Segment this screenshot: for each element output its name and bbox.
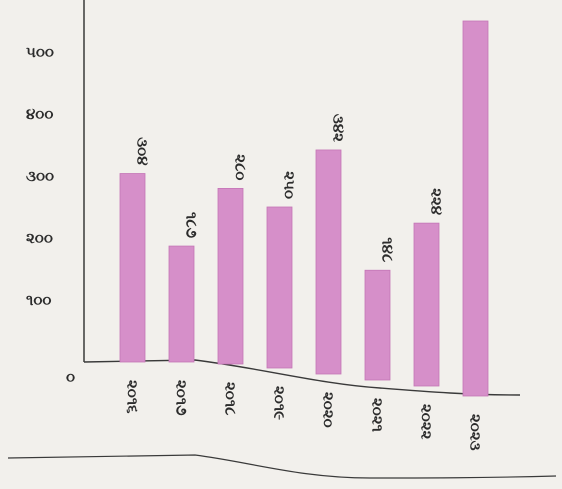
x-tick-label: ૨૦૨૨ <box>418 404 436 440</box>
bar-2 <box>217 187 244 365</box>
bar-value-label: ૨૮૦ <box>232 154 250 180</box>
bar-7 <box>462 20 489 397</box>
bar-value-label: ૩૪૨ <box>330 114 348 142</box>
bars <box>119 20 489 397</box>
bar-value-label: ૨૨૪ <box>428 188 446 215</box>
x-tick-label: ૨૦૧૭ <box>173 380 191 416</box>
y-tick-label: ૧૦૦ <box>26 291 51 309</box>
bar-value-label: ૧૮૭ <box>183 212 201 239</box>
bar-value-label: ૩૦૪ <box>134 137 152 165</box>
x-tick-label: ૨૦૧૬ <box>124 380 142 414</box>
y-tick-label: ૪૦૦ <box>26 105 53 123</box>
x-tick-labels: ૨૦૧૬ ૨૦૧૭ ૨૦૧૮ ૨૦૧૯ ૨૦૨૦ ૨૦૨૧ ૨૦૨૨ ૨૦૨૩ <box>124 380 485 451</box>
bar-4 <box>315 149 342 375</box>
y-tick-label: ૨૦૦ <box>26 229 53 247</box>
y-tick-label: ૫૦૦ <box>26 43 54 61</box>
y-tick-label: ૩૦૦ <box>26 167 54 185</box>
bar-6 <box>413 222 440 387</box>
x-tick-label: ૨૦૧૯ <box>271 386 289 420</box>
bar-5 <box>364 269 391 381</box>
x-tick-label: ૨૦૨૧ <box>369 398 387 433</box>
bar-value-label: ૧૪૮ <box>379 237 397 262</box>
x-tick-label: ૨૦૨૩ <box>467 414 485 451</box>
y-tick-labels: ૦ ૧૦૦ ૨૦૦ ૩૦૦ ૪૦૦ ૫૦૦ <box>26 43 75 386</box>
bar-1 <box>168 245 195 363</box>
bar-0 <box>119 173 146 363</box>
bottom-border-line <box>7 454 557 479</box>
bar-value-labels: ૩૦૪ ૧૮૭ ૨૮૦ ૨૫૦ ૩૪૨ ૧૪૮ ૨૨૪ <box>134 114 446 262</box>
bar-value-label: ૨૫૦ <box>281 171 299 199</box>
x-tick-label: ૨૦૨૦ <box>320 392 338 428</box>
x-tick-label: ૨૦૧૮ <box>222 382 240 415</box>
y-tick-label: ૦ <box>66 368 75 386</box>
bar-3 <box>266 206 293 369</box>
